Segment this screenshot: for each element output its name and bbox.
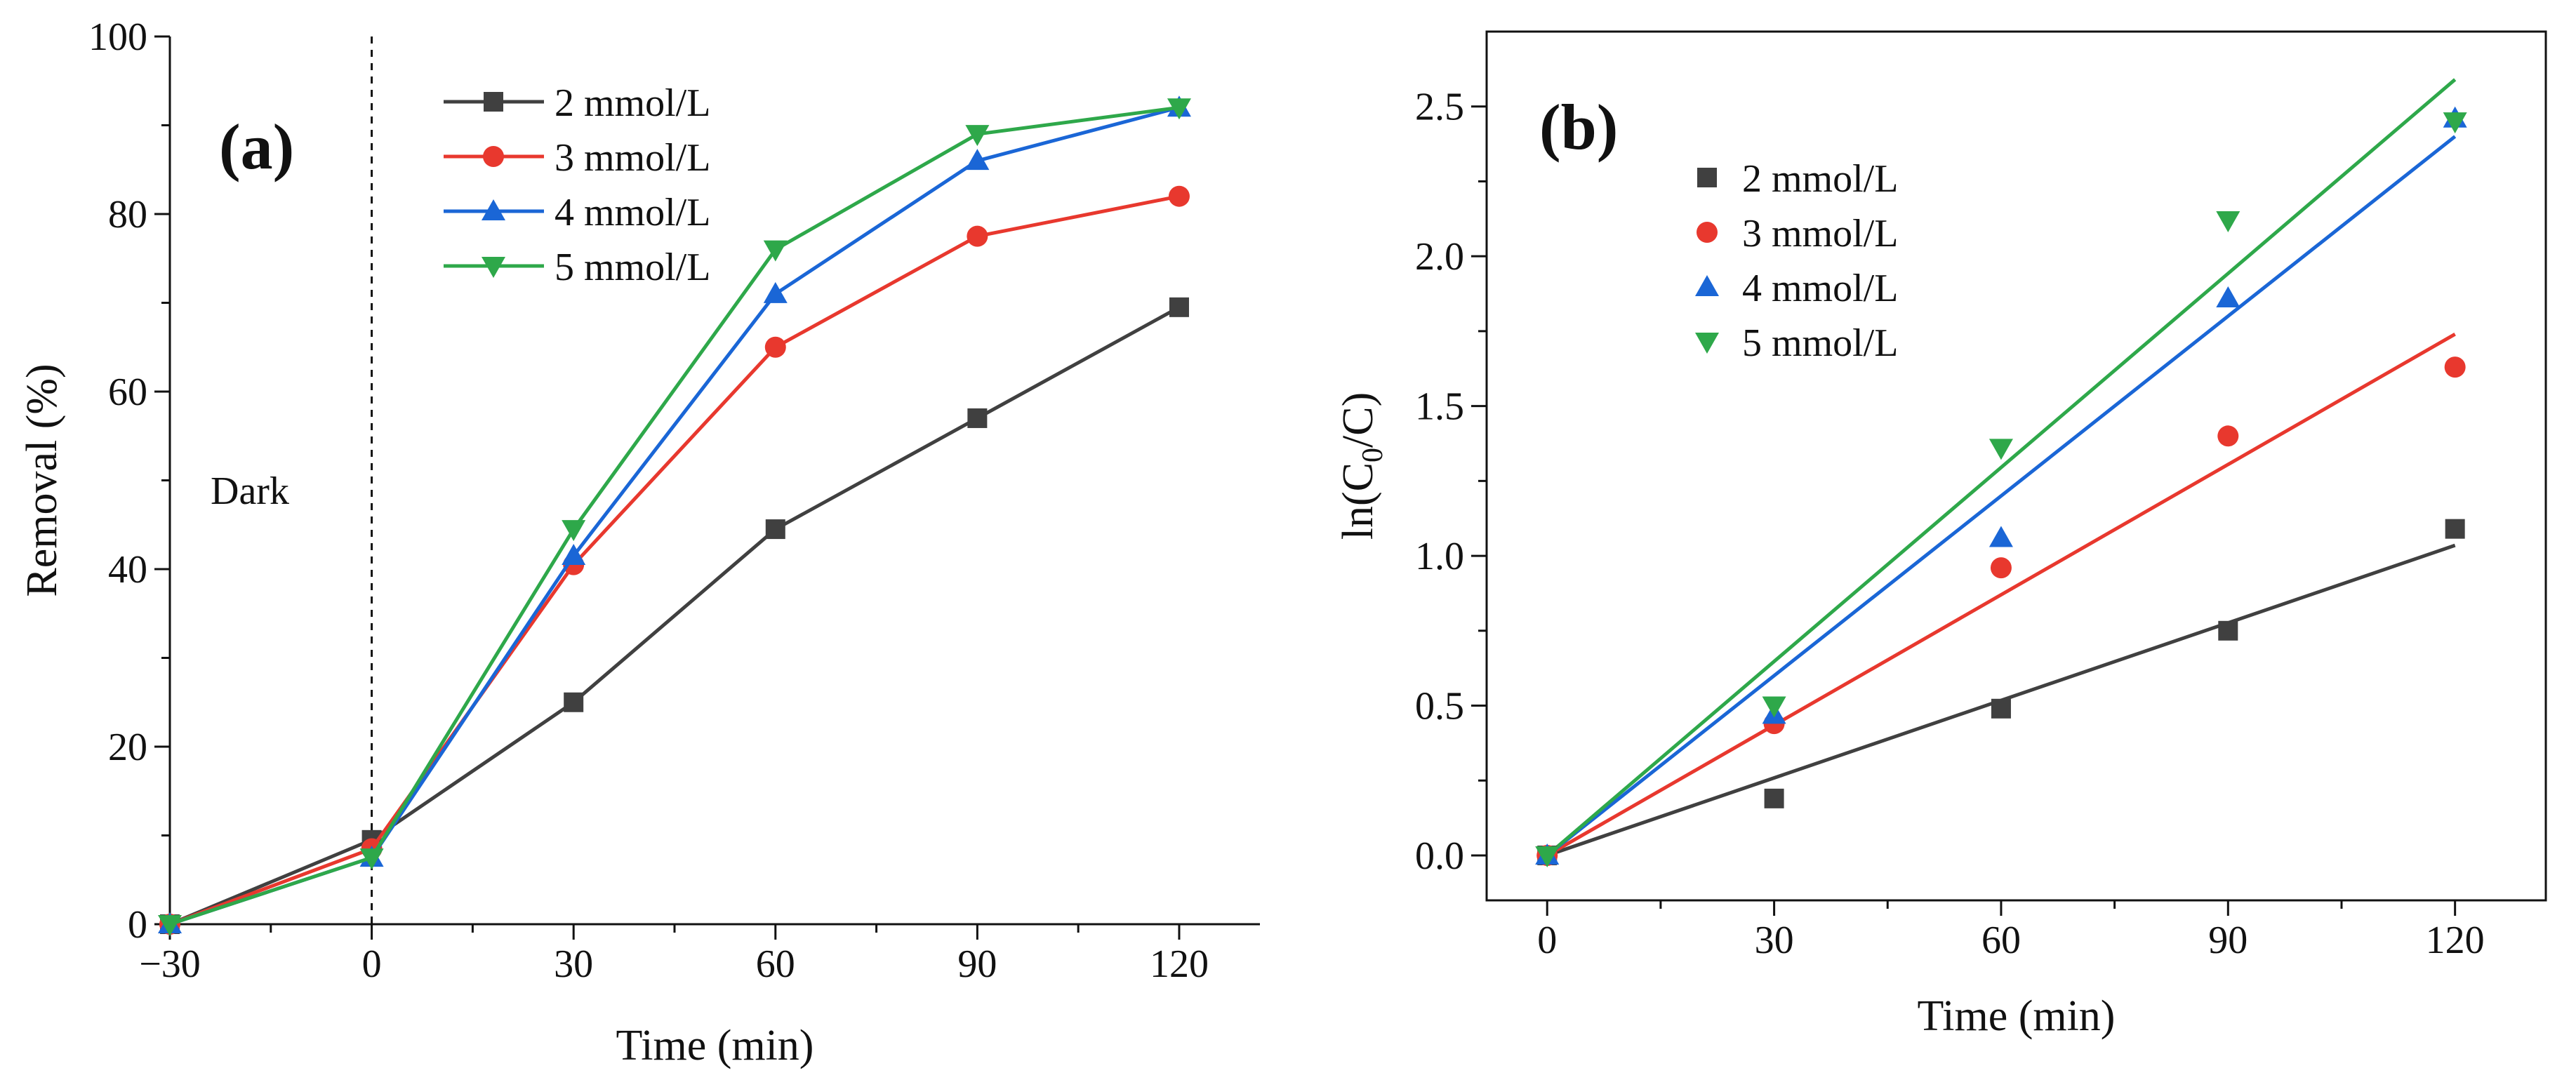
data-point: [564, 692, 584, 712]
series-line: [169, 105, 1180, 926]
data-point: [1991, 698, 2011, 719]
x-axis-title: Time (min): [1918, 992, 2116, 1040]
data-point: [2444, 356, 2466, 378]
legend-marker: [1697, 222, 1718, 243]
x-tick-label: 30: [554, 942, 593, 986]
legend-label: 2 mmol/L: [1742, 157, 1898, 201]
y-tick-label: 0: [128, 903, 147, 947]
series-line: [169, 194, 1180, 926]
y-tick-label: 0.0: [1415, 834, 1464, 878]
data-point: [765, 519, 785, 540]
data-point: [1535, 846, 1560, 867]
y-tick-label: 100: [88, 15, 147, 59]
x-tick-label: 0: [362, 942, 382, 986]
y-tick-label: 2.0: [1415, 235, 1464, 279]
data-point: [2216, 211, 2240, 232]
data-point: [1169, 297, 1189, 317]
y-axis-title-subscript: 0: [1357, 448, 1389, 462]
data-point: [1168, 185, 1190, 207]
legend-label: 5 mmol/L: [555, 246, 710, 289]
plot-frame: [1485, 30, 2547, 902]
data-point: [359, 848, 384, 870]
fit-line: [1546, 332, 2456, 858]
fit-line: [1546, 78, 2457, 857]
y-tick-label: 40: [108, 548, 147, 592]
data-point: [1989, 439, 2013, 460]
legend-marker: [1695, 275, 1719, 296]
data-point: [764, 336, 786, 358]
legend-label: 3 mmol/L: [555, 136, 710, 180]
y-axis-title: Removal (%): [18, 364, 66, 596]
data-point: [763, 281, 788, 303]
legend-label: 3 mmol/L: [1742, 212, 1898, 255]
data-point: [562, 520, 586, 542]
x-axis-title: Time (min): [616, 1022, 814, 1069]
x-tick-label: 30: [1755, 919, 1794, 962]
dark-annotation: Dark: [211, 469, 289, 513]
legend-label: 4 mmol/L: [1742, 267, 1898, 310]
legend-label: 5 mmol/L: [1742, 321, 1898, 365]
data-point: [967, 408, 988, 428]
y-tick-label: 80: [108, 193, 147, 236]
legend-marker: [482, 257, 505, 278]
x-tick-label: 60: [756, 942, 795, 986]
y-axis-title: ln(C0/C): [1334, 392, 1389, 540]
y-tick-label: 20: [108, 726, 147, 769]
x-tick-label: 90: [957, 942, 997, 986]
legend-marker: [1695, 333, 1719, 354]
data-point: [158, 915, 182, 936]
data-point: [2443, 112, 2467, 134]
data-point: [1167, 98, 1191, 120]
x-tick-label: 90: [2208, 919, 2248, 962]
data-point: [1762, 696, 1786, 718]
data-point: [965, 125, 990, 147]
y-tick-label: 1.5: [1415, 385, 1464, 429]
data-point: [1990, 557, 2012, 579]
legend-label: 4 mmol/L: [555, 191, 710, 234]
x-tick-label: 60: [1981, 919, 2021, 962]
data-point: [1989, 526, 2013, 547]
data-point: [562, 544, 586, 566]
y-tick-label: 1.0: [1415, 535, 1464, 578]
chart-panel-b: 0 30 60 90 120 0.0 0.5 1.0 1.5 2.0 2.5 2 mmol/L 3 mm…: [1334, 30, 2547, 1040]
x-tick-label: −30: [139, 942, 201, 986]
x-tick-label: 120: [2426, 919, 2485, 962]
series-line: [169, 305, 1181, 926]
data-point: [1764, 788, 1784, 808]
x-tick-label: 120: [1150, 942, 1209, 986]
y-tick-label: 60: [108, 371, 147, 414]
fit-line: [1546, 135, 2457, 857]
y-tick-label: 0.5: [1415, 685, 1464, 728]
legend-marker: [483, 146, 504, 167]
x-tick-label: 0: [1537, 919, 1557, 962]
panel-label-a: (a): [219, 111, 294, 182]
data-point: [2217, 425, 2239, 447]
data-point: [967, 225, 988, 247]
legend-marker: [1697, 168, 1717, 187]
data-point: [763, 240, 788, 262]
panel-label-b: (b): [1539, 91, 1618, 163]
data-point: [2218, 620, 2238, 641]
y-axis-title-main: ln(C: [1334, 462, 1382, 540]
data-point: [965, 149, 990, 171]
y-tick-label: 2.5: [1415, 86, 1464, 129]
legend-marker: [484, 92, 503, 112]
legend-label: 2 mmol/L: [555, 81, 710, 125]
data-point: [2216, 286, 2240, 307]
data-point: [2445, 519, 2465, 539]
y-axis-title-tail: /C): [1334, 392, 1382, 448]
legend-marker: [482, 199, 505, 220]
